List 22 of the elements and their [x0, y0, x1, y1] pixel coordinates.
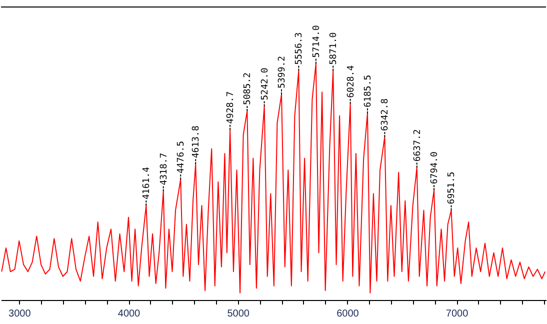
annotation: 6637.2	[412, 129, 423, 162]
x-tick-label: 6000	[336, 308, 360, 320]
x-tick-label: 3000	[8, 308, 32, 320]
annotation: 6028.4	[346, 65, 356, 98]
annotation: 5242.0	[260, 68, 270, 100]
annotation: 4613.8	[192, 126, 202, 158]
annotation: 5871.0	[329, 32, 340, 65]
annotation: 5714.0	[312, 25, 322, 58]
x-tick-label: 7000	[446, 308, 469, 320]
annotation: 4161.4	[142, 166, 152, 200]
annotation: 4318.7	[159, 152, 170, 186]
annotation: 5399.2	[278, 56, 288, 88]
annotation: 5085.2	[243, 72, 254, 105]
annotation: 6951.5	[447, 172, 458, 204]
annotation: 6794.0	[430, 152, 440, 184]
annotation: 4476.5	[176, 140, 187, 174]
annotation: 6185.5	[363, 74, 374, 108]
x-tick-label: 4000	[118, 308, 141, 320]
annotation: 4928.7	[226, 91, 236, 124]
annotation: 6342.8	[380, 98, 391, 131]
annotation: 5556.3	[294, 32, 305, 65]
x-tick-label: 5000	[227, 308, 250, 320]
